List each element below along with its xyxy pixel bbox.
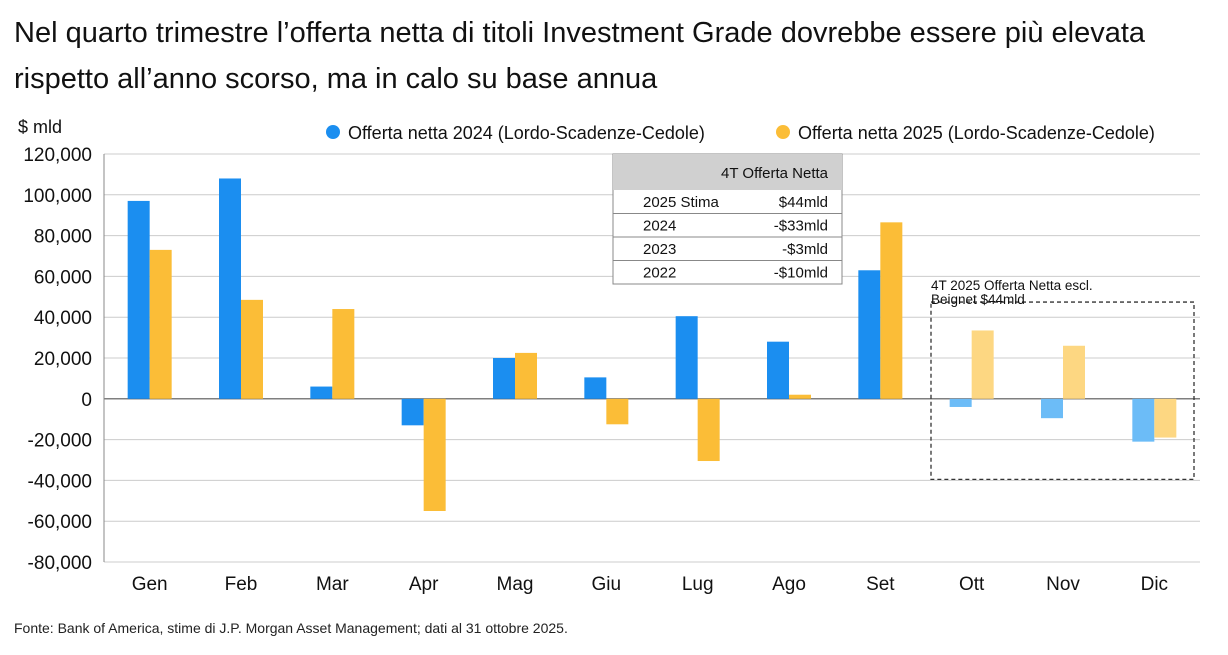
x-tick-label: Nov xyxy=(1046,574,1080,595)
chart-title: Nel quarto trimestre l’offerta netta di … xyxy=(14,17,1146,95)
bar-2024 xyxy=(767,341,789,399)
y-axis-label: $ mld xyxy=(18,117,62,137)
y-tick-label: 120,000 xyxy=(23,145,92,166)
legend-marker-2024 xyxy=(326,125,340,139)
annotation-text: Beignet $44mld xyxy=(931,292,1025,307)
y-tick-label: 20,000 xyxy=(34,349,92,370)
annotation-box xyxy=(930,301,1195,481)
bar-2024 xyxy=(1132,398,1155,442)
x-tick-label: Ott xyxy=(959,574,985,595)
y-tick-label: -60,000 xyxy=(28,512,92,533)
x-tick-label: Lug xyxy=(682,574,714,595)
bars xyxy=(127,178,1177,511)
bar-2024 xyxy=(1041,398,1063,419)
x-tick-label: Gen xyxy=(132,574,168,595)
annotation-text: 4T 2025 Offerta Netta escl. xyxy=(931,278,1093,293)
table-header-bg xyxy=(613,154,842,190)
legend-label-2025: Offerta netta 2025 (Lordo-Scadenze-Cedol… xyxy=(798,123,1155,143)
y-tick-label: 60,000 xyxy=(34,267,92,288)
bar-2024 xyxy=(675,316,698,399)
y-tick-label: -80,000 xyxy=(28,553,92,574)
bar-2025 xyxy=(332,309,355,399)
legend-label-2024: Offerta netta 2024 (Lordo-Scadenze-Cedol… xyxy=(348,123,705,143)
legend-marker-2025 xyxy=(776,125,790,139)
x-tick-label: Ago xyxy=(772,574,806,595)
bar-2024 xyxy=(401,398,424,426)
bar-2025 xyxy=(789,394,811,399)
bar-2025 xyxy=(241,299,263,399)
y-axis: $ mld 120,000 100,000 80,000 60,000 40,000 20,… xyxy=(18,117,105,574)
y-tick-label: 40,000 xyxy=(34,308,92,329)
table-cell-label: 2022 xyxy=(643,265,676,282)
bar-2024 xyxy=(584,377,607,399)
y-tick-label: -20,000 xyxy=(28,431,92,452)
bar-2024 xyxy=(219,178,241,399)
table-cell-label: 2023 xyxy=(643,241,676,258)
x-tick-label: Apr xyxy=(409,574,439,595)
legend: Offerta netta 2024 (Lordo-Scadenze-Cedol… xyxy=(326,123,1155,143)
bar-2024 xyxy=(493,358,515,399)
bar-2025 xyxy=(606,398,629,425)
table-cell-label: 2025 Stima xyxy=(643,194,720,211)
x-tick-label: Mar xyxy=(316,574,349,595)
table-cell-value: -$10mld xyxy=(774,265,828,282)
bar-2024 xyxy=(127,200,150,399)
x-tick-label: Set xyxy=(866,574,895,595)
bar-2025 xyxy=(697,398,720,462)
table-cell-value: $44mld xyxy=(779,194,828,211)
x-tick-label: Giu xyxy=(592,574,622,595)
annotation: 4T 2025 Offerta Netta escl.Beignet $44ml… xyxy=(930,278,1195,481)
x-tick-label: Dic xyxy=(1141,574,1168,595)
x-tick-label: Mag xyxy=(497,574,534,595)
bar-2024 xyxy=(858,270,881,399)
bar-2024 xyxy=(310,386,333,399)
gridlines xyxy=(104,153,1200,563)
x-tick-label: Feb xyxy=(225,574,258,595)
bar-2025 xyxy=(515,352,537,399)
y-tick-label: 0 xyxy=(81,390,92,411)
bar-2025 xyxy=(971,330,994,399)
table-header: 4T Offerta Netta xyxy=(721,165,829,182)
bar-2025 xyxy=(149,249,172,399)
bar-2025 xyxy=(1063,345,1085,399)
table-cell-value: -$33mld xyxy=(774,218,828,235)
y-tick-label: 100,000 xyxy=(23,186,92,207)
y-tick-label: -40,000 xyxy=(28,471,92,492)
table-cell-label: 2024 xyxy=(643,218,676,235)
bar-2024 xyxy=(949,398,972,407)
bar-2025 xyxy=(423,398,446,511)
x-axis: Gen Feb Mar Apr Mag Giu Lug Ago Set Ott Nov Dic xyxy=(132,574,1168,595)
source-footnote: Fonte: Bank of America, stime di J.P. Mo… xyxy=(14,620,568,636)
bar-2025 xyxy=(880,222,903,399)
bar-2025 xyxy=(1154,398,1177,438)
y-tick-label: 80,000 xyxy=(34,227,92,248)
table-cell-value: -$3mld xyxy=(782,241,828,258)
